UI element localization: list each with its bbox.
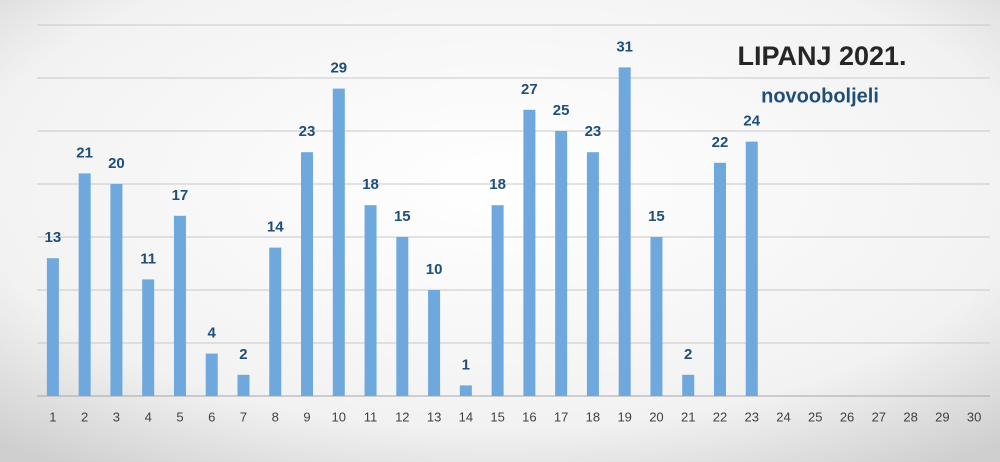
bar [205,353,218,396]
data-label: 10 [426,261,443,278]
x-tick-label: 22 [713,409,727,424]
data-label: 4 [208,325,217,342]
x-tick-label: 6 [208,409,215,424]
bar [301,152,314,396]
data-label: 11 [140,250,156,267]
x-tick-label: 26 [840,409,854,424]
x-tick-label: 16 [522,409,536,424]
bar [396,237,409,396]
bar [491,205,504,396]
x-tick-label: 18 [586,409,600,424]
data-label: 21 [76,144,93,161]
x-tick-label: 7 [240,409,247,424]
data-label: 31 [616,38,633,55]
data-label: 29 [330,60,347,77]
x-tick-label: 27 [872,409,886,424]
bar [650,237,663,396]
x-tick-label: 5 [176,409,183,424]
bar [237,374,250,396]
x-tick-label: 1 [49,409,56,424]
data-label: 17 [172,187,189,204]
data-label: 20 [108,155,125,172]
x-tick-label: 13 [427,409,441,424]
bar [110,184,123,396]
chart-subtitle: novooboljeli [761,85,879,107]
x-tick-label: 4 [145,409,152,424]
data-label: 25 [553,102,570,119]
x-tick-label: 15 [490,409,504,424]
bar [269,247,282,396]
data-label: 2 [239,346,247,363]
x-tick-label: 20 [649,409,663,424]
bar [364,205,377,396]
data-label: 13 [45,229,62,246]
data-label: 14 [267,219,284,236]
data-label: 27 [521,81,538,98]
x-tick-label: 23 [745,409,759,424]
x-tick-label: 29 [935,409,949,424]
bar [78,173,91,396]
x-tick-label: 17 [554,409,568,424]
x-tick-label: 14 [459,409,473,424]
x-tick-label: 10 [332,409,346,424]
bar [173,215,186,396]
bar [745,141,758,396]
x-tick-label: 21 [681,409,695,424]
bar [713,162,726,396]
data-label: 15 [648,208,665,225]
bar [459,385,472,396]
data-label: 1 [462,356,470,373]
bar [428,290,441,396]
chart-title: LIPANJ 2021. [737,41,906,71]
bar [523,109,536,397]
x-tick-label: 24 [776,409,790,424]
x-tick-label: 19 [617,409,631,424]
x-tick-label: 12 [395,409,409,424]
x-tick-label: 8 [272,409,279,424]
data-label: 18 [489,176,506,193]
x-tick-label: 2 [81,409,88,424]
data-label: 22 [712,134,729,151]
x-tick-label: 11 [364,409,378,424]
x-tick-label: 9 [303,409,310,424]
bar [46,258,59,396]
data-label: 24 [743,113,760,130]
x-tick-label: 3 [113,409,120,424]
data-label: 2 [684,346,692,363]
x-tick-label: 28 [903,409,917,424]
data-label: 18 [362,176,379,193]
bar [142,279,155,396]
bar [586,152,599,396]
x-tick-label: 30 [967,409,981,424]
data-label: 15 [394,208,411,225]
x-tick-label: 25 [808,409,822,424]
bar [682,374,695,396]
bar [332,88,345,396]
bar [555,131,568,396]
data-label: 23 [585,123,602,140]
data-label: 23 [299,123,316,140]
bar [618,67,631,397]
